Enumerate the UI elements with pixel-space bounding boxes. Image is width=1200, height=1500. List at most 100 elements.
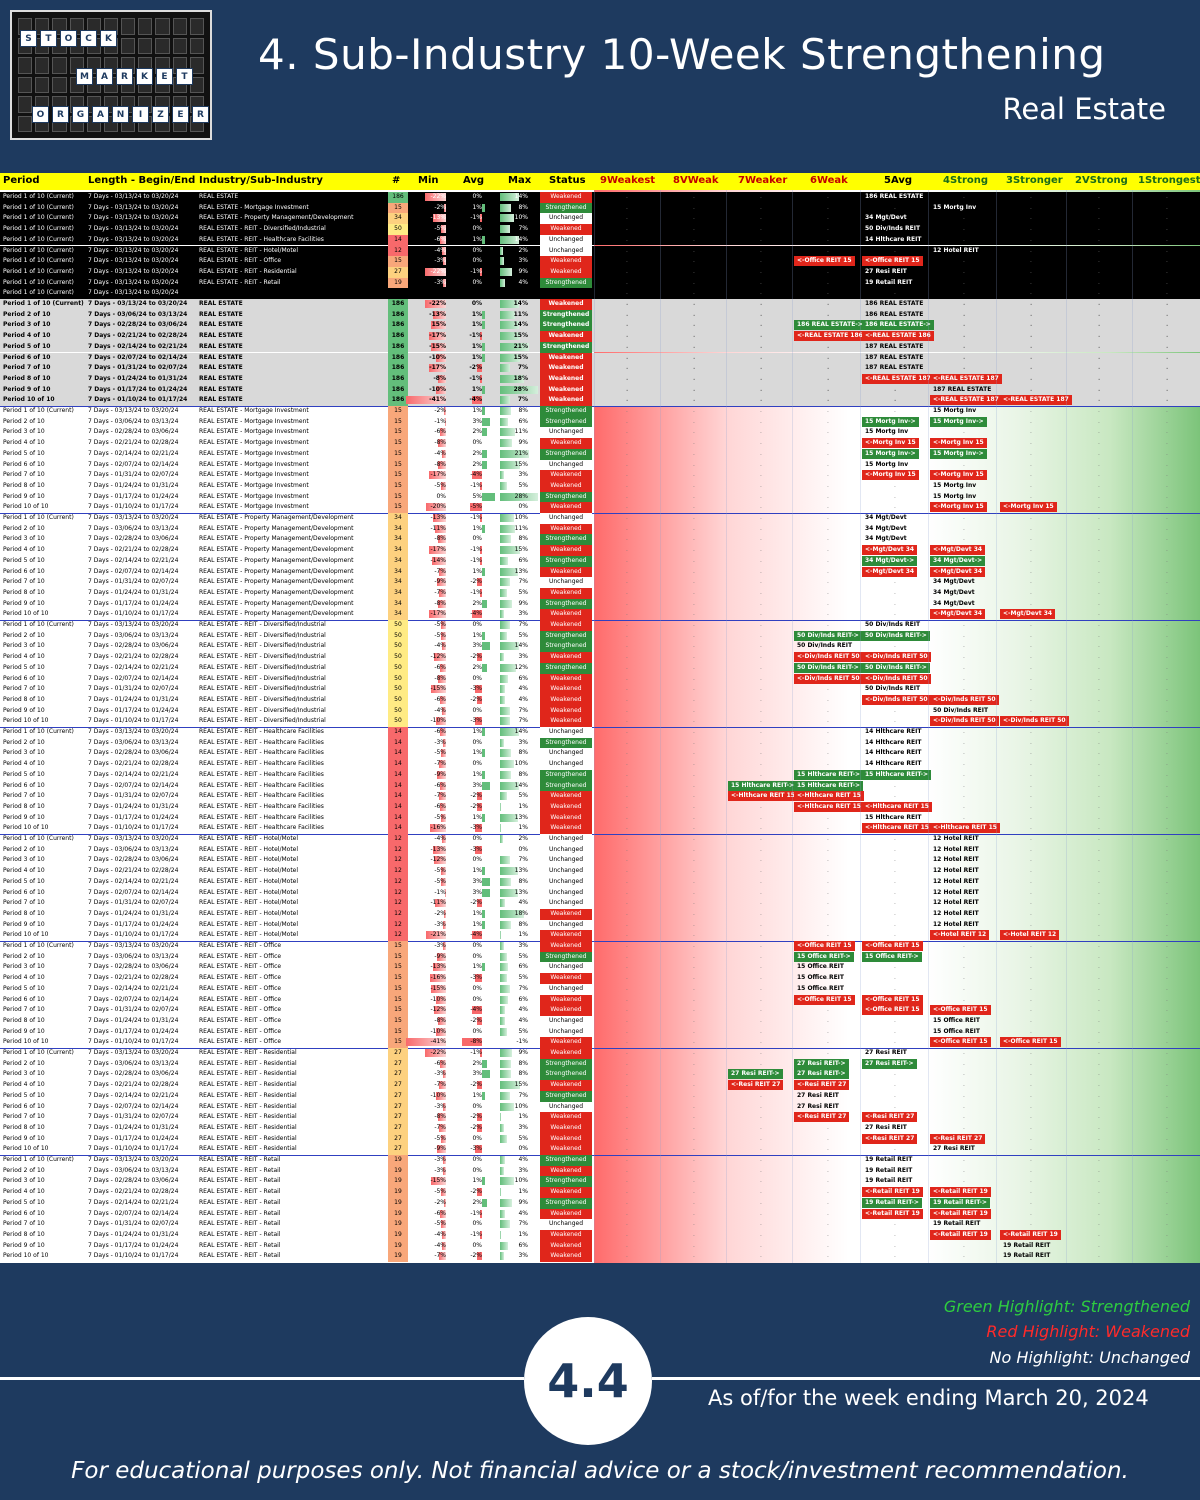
- status-badge: Weakened: [540, 480, 592, 492]
- table-row: Period 9 of 10 7 Days - 01/17/24 to 01/24…: [0, 491, 1200, 503]
- grid-dot: .: [963, 1220, 965, 1228]
- avg-bar: [474, 1145, 482, 1154]
- status-badge: Unchanged: [540, 887, 592, 899]
- cell-count: 50: [388, 620, 408, 631]
- grid-dot: .: [1098, 920, 1100, 928]
- cell-length: 7 Days - 02/21/24 to 02/28/24: [88, 760, 179, 768]
- avg-bar: [477, 899, 482, 908]
- cell-avg: 1%: [472, 920, 482, 928]
- cell-industry: REAL ESTATE - REIT - Healthcare Faciliti…: [199, 802, 324, 810]
- max-bar: [500, 396, 510, 405]
- grid-dot: .: [1030, 278, 1032, 286]
- table-row: Period 1 of 10 (Current) 7 Days - 03/13/2…: [0, 406, 1200, 417]
- cell-max: -1%: [516, 1038, 528, 1046]
- logo-letter: E: [156, 68, 173, 85]
- cell-avg: -3%: [470, 974, 482, 982]
- grid-dot: .: [1098, 899, 1100, 907]
- grid-dot: .: [1166, 899, 1168, 907]
- cell-length: 7 Days - 02/14/24 to 02/21/24: [88, 1198, 179, 1206]
- min-bar: [441, 1188, 446, 1197]
- cell-period: Period 2 of 10: [3, 738, 45, 746]
- max-bar: [500, 385, 538, 394]
- group-separator: [0, 1155, 1200, 1156]
- cell-period: Period 4 of 10: [3, 653, 45, 661]
- grid-dot: .: [626, 556, 628, 564]
- grid-dot: .: [760, 556, 762, 564]
- cell-avg: 0%: [472, 952, 482, 960]
- grid-dot: .: [963, 278, 965, 286]
- grid-dot: .: [894, 621, 896, 628]
- status-badge: Weakened: [540, 192, 592, 203]
- group-separator: [0, 513, 1200, 514]
- grid-dot: .: [626, 267, 628, 275]
- grid-dot: .: [760, 835, 762, 842]
- grid-dot: .: [760, 610, 762, 618]
- grid-dot: .: [1098, 439, 1100, 447]
- grid-dot: .: [1098, 631, 1100, 639]
- cell-count: 34: [388, 213, 408, 225]
- avg-bar: [482, 1198, 487, 1207]
- grid-dot: .: [760, 621, 762, 628]
- table-row: Period 2 of 10 7 Days - 03/06/24 to 03/13…: [0, 951, 1200, 963]
- grid-dot: .: [1030, 642, 1032, 650]
- cell-length: 7 Days - 03/13/24 to 03/20/24: [88, 728, 179, 735]
- grid-dot: .: [963, 1049, 965, 1056]
- grid-dot: .: [963, 428, 965, 436]
- cell-length: 7 Days - 02/28/24 to 03/06/24: [88, 535, 179, 543]
- max-bar: [500, 909, 525, 918]
- bin-tag: <-Mortg Inv 15: [930, 470, 987, 481]
- cell-period: Period 1 of 10 (Current): [3, 407, 74, 414]
- grid-dot: .: [963, 1145, 965, 1153]
- grid-dot: .: [760, 492, 762, 500]
- cell-period: Period 5 of 10: [3, 1198, 45, 1206]
- grid-dot: .: [1030, 695, 1032, 703]
- status-badge: Weakened: [540, 1144, 592, 1155]
- cell-avg: 1%: [471, 342, 482, 350]
- cell-period: Period 9 of 10: [3, 492, 45, 500]
- grid-dot: .: [693, 642, 695, 650]
- status-badge: Strengthened: [540, 1058, 592, 1070]
- status-badge: Weakened: [540, 331, 592, 342]
- grid-dot: .: [1030, 984, 1032, 992]
- grid-dot: .: [1166, 439, 1168, 447]
- grid-dot: .: [626, 193, 628, 200]
- cell-avg: -2%: [470, 1113, 482, 1121]
- max-bar: [500, 856, 510, 865]
- logo-letter: R: [52, 106, 69, 123]
- cell-min: -10%: [430, 717, 446, 725]
- min-bar: [442, 449, 446, 458]
- grid-dot: .: [1166, 460, 1168, 468]
- min-bar: [441, 867, 446, 876]
- grid-dot: .: [894, 738, 896, 746]
- cell-avg: -4%: [470, 1006, 482, 1014]
- cell-length: 7 Days - 03/06/24 to 03/13/24: [88, 952, 179, 960]
- grid-dot: .: [1098, 1166, 1100, 1174]
- cell-count: 12: [388, 930, 408, 941]
- cell-industry: REAL ESTATE - Property Management/Develo…: [199, 610, 354, 618]
- cell-length: 7 Days - 03/13/24 to 03/20/24: [88, 193, 179, 200]
- grid-dot: .: [963, 888, 965, 896]
- cell-min: -10%: [430, 1027, 446, 1035]
- cell-max: 13%: [514, 813, 528, 821]
- grid-dot: .: [1098, 471, 1100, 479]
- grid-dot: .: [1098, 963, 1100, 971]
- group-separator: [0, 620, 1200, 621]
- cell-avg: 0%: [472, 995, 482, 1003]
- grid-dot: .: [963, 225, 965, 233]
- grid-dot: .: [760, 364, 763, 372]
- cell-period: Period 4 of 10: [3, 546, 45, 554]
- cell-max: 0%: [518, 503, 528, 511]
- grid-dot: .: [894, 856, 896, 864]
- cell-count: 14: [388, 727, 408, 738]
- cell-period: Period 2 of 10: [3, 524, 45, 532]
- grid-dot: .: [963, 1091, 965, 1099]
- avg-bar: [472, 471, 482, 480]
- grid-dot: .: [1166, 984, 1168, 992]
- avg-bar: [482, 749, 485, 758]
- cell-max: 7%: [518, 856, 528, 864]
- grid-dot: .: [827, 193, 829, 200]
- grid-dot: .: [963, 963, 965, 971]
- grid-dot: .: [760, 567, 762, 575]
- min-bar: [437, 770, 446, 779]
- grid-dot: .: [894, 353, 897, 361]
